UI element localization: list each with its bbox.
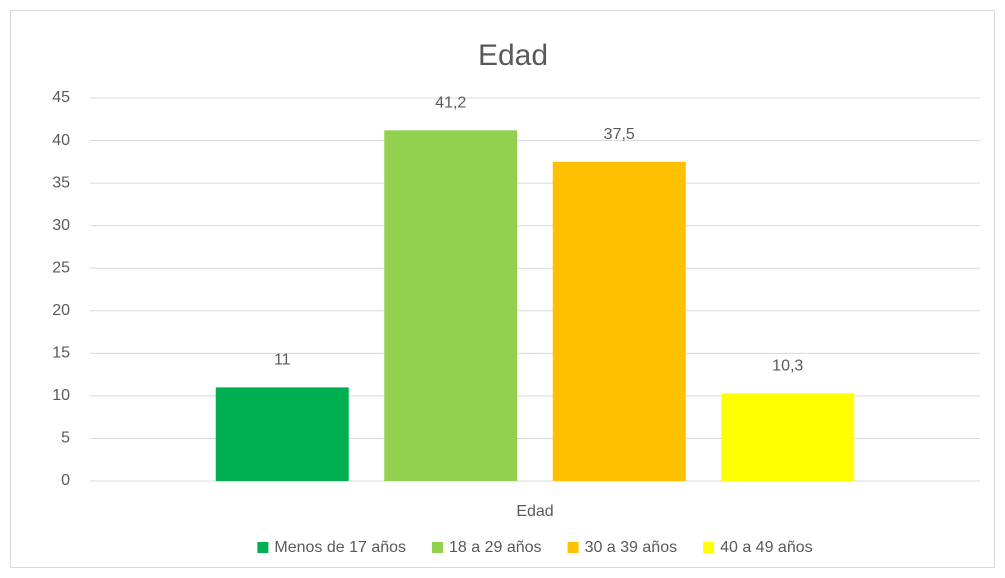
bar [384, 130, 518, 481]
y-tick-label: 20 [52, 302, 70, 319]
y-tick-label: 15 [52, 345, 70, 362]
legend-label: Menos de 17 años [274, 539, 406, 556]
legend-swatch [257, 542, 269, 553]
legend-swatch [703, 542, 715, 553]
legend-label: 30 a 39 años [585, 539, 678, 556]
legend-swatch [567, 542, 579, 553]
legend-label: 40 a 49 años [720, 539, 813, 556]
y-tick-label: 25 [52, 259, 70, 276]
bar [215, 387, 349, 481]
data-label: 11 [274, 352, 291, 369]
bar [552, 161, 686, 482]
y-tick-label: 30 [52, 217, 70, 234]
y-tick-label: 35 [52, 174, 70, 191]
legend-swatch [432, 542, 444, 553]
y-tick-label: 0 [61, 472, 70, 489]
x-tick-label: Edad [516, 503, 553, 520]
y-tick-label: 40 [52, 132, 70, 149]
data-label: 10,3 [772, 358, 803, 375]
data-label: 37,5 [604, 126, 635, 143]
legend-label: 18 a 29 años [449, 539, 542, 556]
chart-title: Edad [478, 39, 548, 72]
y-tick-label: 45 [52, 89, 70, 106]
bar [721, 393, 855, 481]
y-tick-label: 5 [61, 430, 70, 447]
y-tick-label: 10 [52, 387, 70, 404]
data-label: 41,2 [435, 95, 466, 112]
